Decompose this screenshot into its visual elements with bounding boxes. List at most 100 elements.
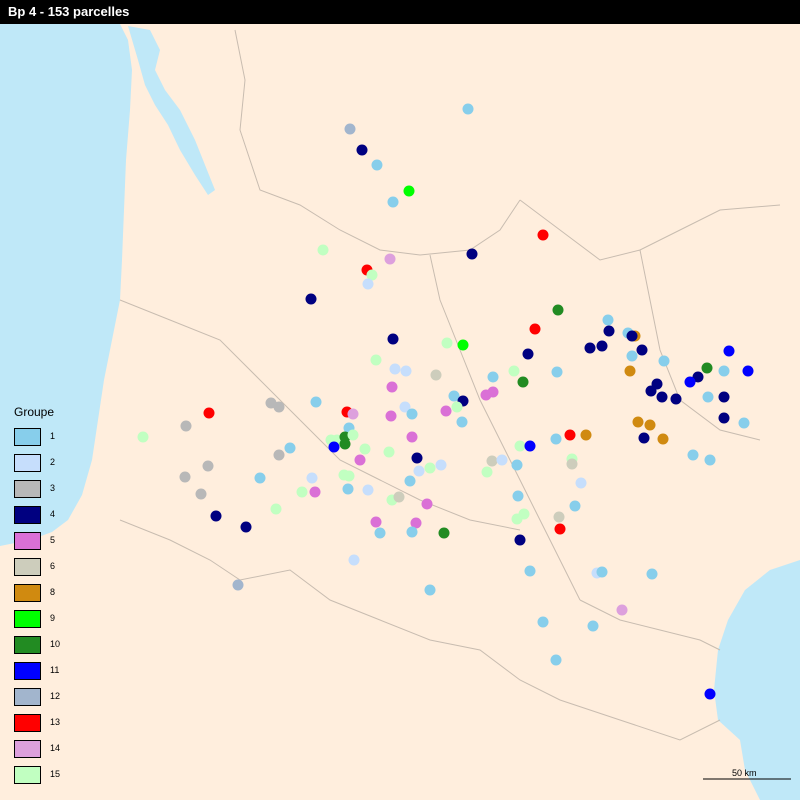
parcel-point [537,229,549,241]
parcel-point [646,568,658,580]
parcel-point [687,449,699,461]
legend-label: 14 [50,743,61,753]
parcel-point [524,440,536,452]
legend-swatch [14,532,41,550]
parcel-point [404,475,416,487]
parcel-point [701,362,713,374]
parcel-point [399,401,411,413]
parcel-point [430,369,442,381]
legend-label: 13 [50,717,61,727]
parcel-point [306,472,318,484]
legend-label: 4 [50,509,56,519]
legend-swatch [14,636,41,654]
parcel-point [362,278,374,290]
legend-swatch [14,584,41,602]
parcel-point [481,466,493,478]
parcel-point [411,452,423,464]
legend-swatch [14,766,41,784]
parcel-point [684,376,696,388]
parcel-point [564,429,576,441]
parcel-point [596,566,608,578]
parcel-point [424,462,436,474]
parcel-point [626,330,638,342]
parcel-point [240,521,252,533]
parcel-point [448,390,460,402]
parcel-point [195,488,207,500]
parcel-point [496,454,508,466]
parcel-point [393,491,405,503]
legend-swatch [14,740,41,758]
legend-item: 14 [14,740,60,766]
parcel-point [440,405,452,417]
legend-swatch [14,506,41,524]
parcel-point [704,454,716,466]
legend-title: Groupe [14,405,55,419]
legend: Groupe 1 2 3 4 5 6 8 9 10 11 12 13 14 15 [14,405,60,792]
parcel-point [180,420,192,432]
parcel-point [305,293,317,305]
parcel-point [511,513,523,525]
parcel-point [522,348,534,360]
legend-label: 1 [50,431,56,441]
parcel-point [569,500,581,512]
parcel-point [410,517,422,529]
parcel-point [137,431,149,443]
parcel-point [511,459,523,471]
gironde-estuary [128,26,215,195]
atlantic-ocean [0,24,132,546]
parcel-point [435,459,447,471]
parcel-point [370,516,382,528]
parcel-point [596,340,608,352]
parcel-point [517,376,529,388]
parcel-point [438,527,450,539]
parcel-point [529,323,541,335]
parcel-point [587,620,599,632]
parcel-point [370,354,382,366]
parcel-point [387,333,399,345]
parcel-point [284,442,296,454]
parcel-point [718,412,730,424]
parcel-point [451,401,463,413]
parcel-point [387,196,399,208]
parcel-point [202,460,214,472]
parcel-point [344,123,356,135]
map-title: Bp 4 - 153 parcelles [0,0,800,24]
legend-label: 10 [50,639,61,649]
parcel-point [421,498,433,510]
parcel-point [644,419,656,431]
parcel-point [487,371,499,383]
parcel-point [456,416,468,428]
parcel-point [317,244,329,256]
parcel-point [386,381,398,393]
scale-bar-label: 50 km [732,768,757,778]
legend-swatch [14,610,41,628]
legend-swatch [14,428,41,446]
parcel-point [718,365,730,377]
parcel-point [718,391,730,403]
parcel-point [210,510,222,522]
parcel-point [406,526,418,538]
legend-label: 2 [50,457,56,467]
legend-item: 8 [14,584,55,610]
parcel-point [383,446,395,458]
parcel-point [462,103,474,115]
parcel-point [273,401,285,413]
legend-item: 4 [14,506,56,532]
map-canvas [0,24,800,800]
parcel-point [514,534,526,546]
parcel-point [406,408,418,420]
parcel-point [328,441,340,453]
parcel-point [309,486,321,498]
parcel-point [466,248,478,260]
region-boundaries [119,29,781,741]
land-area [0,24,800,800]
legend-item: 10 [14,636,60,662]
parcel-point [487,386,499,398]
parcel-point [179,471,191,483]
legend-item: 3 [14,480,55,506]
parcel-point [441,337,453,349]
parcel-point [359,443,371,455]
parcel-point [457,339,469,351]
legend-swatch [14,688,41,706]
parcel-point [552,304,564,316]
